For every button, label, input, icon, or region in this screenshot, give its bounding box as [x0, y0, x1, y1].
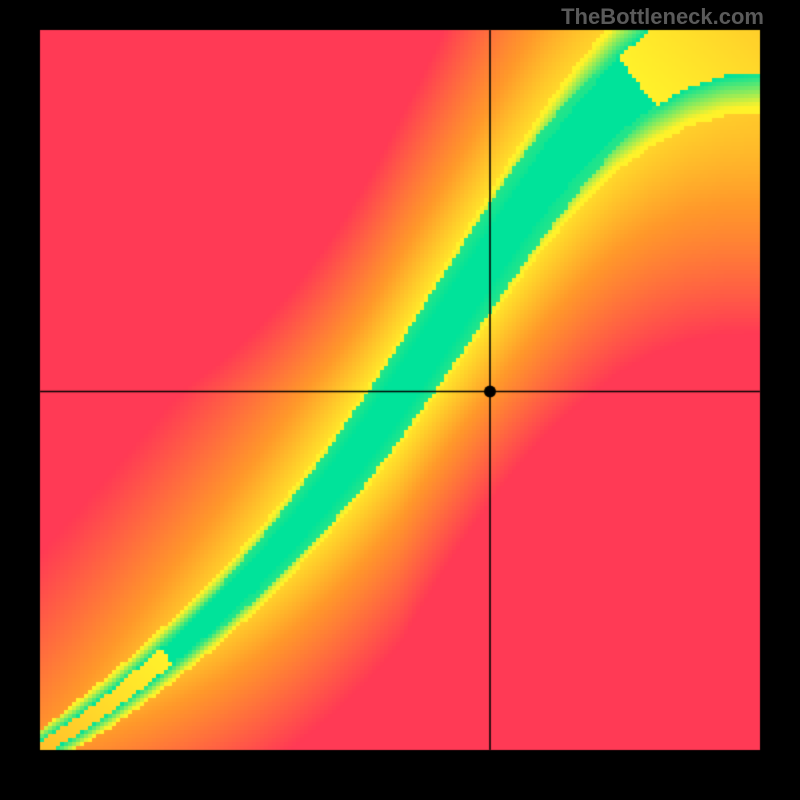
watermark-text: TheBottleneck.com [561, 4, 764, 30]
chart-container: { "watermark": { "text": "TheBottleneck.… [0, 0, 800, 800]
crosshair-overlay [0, 0, 800, 800]
